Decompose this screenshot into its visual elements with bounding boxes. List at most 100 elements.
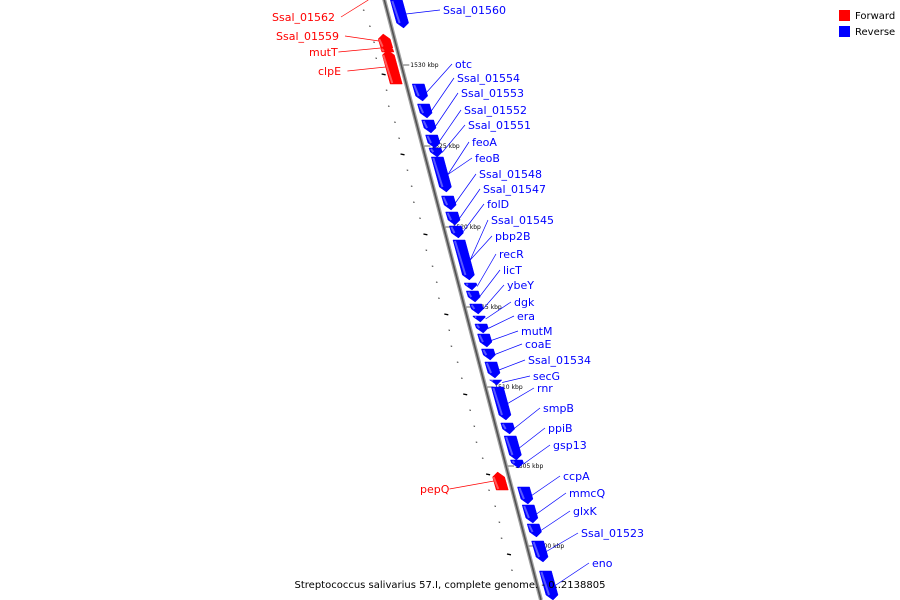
gene-leader-line [540,510,571,531]
gene-label-ybey: ybeY [507,279,534,292]
gene-feature [474,323,489,334]
gene-feature [452,239,475,281]
gene-highlight [432,157,444,188]
gene-highlight [446,212,452,221]
gene-feature [489,379,503,386]
gene-leader-line [431,77,455,112]
gene-label-eno: eno [592,557,613,570]
gene-leader-line [459,188,481,219]
gene-leader-line [447,157,473,175]
gene-highlight [422,120,428,129]
gene-leader-line [426,63,453,93]
gene-feature [421,119,437,134]
gene-highlight [523,505,530,519]
gene-feature [521,504,539,524]
gene-feature [484,361,501,379]
gene-leader-line [531,475,561,496]
gene-leader-line [441,124,466,153]
gene-feature [382,49,403,85]
scale-tick-label: 1525 kbp [431,143,459,150]
gene-feature [472,315,486,323]
gene-highlight [442,196,449,206]
gene-highlight [490,379,494,382]
gene-leader-line [455,173,477,204]
scale-tick-label: 1530 kbp [410,62,438,69]
gene-label-pbp2b: pbp2B [495,230,531,243]
gene-leader-line [498,359,526,371]
scale-tick-label: 1520 kbp [453,224,481,231]
gene-highlight [378,38,384,48]
gene-feature [463,282,478,291]
gene-highlight [381,48,385,52]
gene-feature [417,103,433,119]
gene-label-mutm: mutM [521,325,553,338]
gene-highlight [505,436,514,456]
gene-highlight [501,423,507,430]
gene-feature [492,471,509,491]
gene-label-smpb: smpB [543,402,574,415]
gene-feature [469,303,484,315]
gene-leader-line [476,253,497,287]
gene-highlight [482,349,488,356]
gene-highlight [540,571,550,596]
gene-label-mmcq: mmcQ [569,487,605,500]
gene-highlight [450,226,456,234]
gene-leader-line [405,9,441,15]
gene-label-ssal_01560: Ssal_01560 [443,4,506,17]
gene-feature [517,486,534,505]
gene-leader-line [447,141,470,175]
minor-tick [506,553,512,556]
gene-highlight [518,487,525,500]
scale-tick: 1530 kbp [403,62,439,69]
gene-features [377,0,559,600]
gene-label-pepq: pepQ [420,483,450,496]
gene-leader-line [435,92,459,127]
gene-feature [377,33,394,49]
scale-tick: 1505 kbp [508,463,543,470]
legend-reverse-label: Reverse [855,27,895,38]
scale-tick: 1525 kbp [424,143,460,150]
minor-tick [444,313,449,316]
gene-label-era: era [517,310,535,323]
gene-label-coae: coaE [525,338,552,351]
gene-highlight [485,362,492,374]
gene-leader-line [491,330,519,341]
gene-label-ssal_01545: Ssal_01545 [491,214,554,227]
gene-highlight [430,148,435,153]
gene-label-ssal_01553: Ssal_01553 [461,87,524,100]
gene-highlight [391,0,401,24]
minor-tick [400,153,405,156]
gene-leader-line [546,532,579,552]
gene-highlight [465,283,469,286]
legend-forward-swatch [839,10,850,21]
gene-leader-line [494,343,523,355]
gene-label-ssal_01523: Ssal_01523 [581,527,644,540]
gene-feature [448,225,464,239]
gene-leader-line [462,203,485,233]
gene-label-ssal_01559: Ssal_01559 [276,30,339,43]
gene-label-recr: recR [499,248,524,261]
gene-leader-line [507,387,535,404]
gene-feature [380,43,395,53]
gene-label-secg: secG [533,370,560,383]
gene-leader-line [469,235,493,261]
gene-highlight [492,476,500,490]
gene-feature [539,570,559,600]
legend-reverse-swatch [839,26,850,37]
gene-feature [390,0,409,29]
gene-labels: Ssal_01562 Ssal_01560 Ssal_01559 mutT clpE ot… [272,0,644,586]
gene-leader-line [536,492,567,515]
gene-leader-line [338,47,381,53]
gene-feature [411,83,428,102]
gene-label-ssal_01547: Ssal_01547 [483,183,546,196]
gene-leader-line [340,0,369,18]
gene-feature [425,134,441,149]
gene-feature [465,290,481,303]
scale-ticks: 1530 kbp 1525 kbp 1520 kbp 1515 kbp 1510 kbp… [362,9,564,587]
gene-leader-line [438,109,462,142]
gene-label-dgk: dgk [514,296,535,309]
gene-leader-line [519,427,546,449]
gene-leader-line [347,66,386,72]
gene-feature [503,435,522,461]
minor-tick [485,473,491,476]
